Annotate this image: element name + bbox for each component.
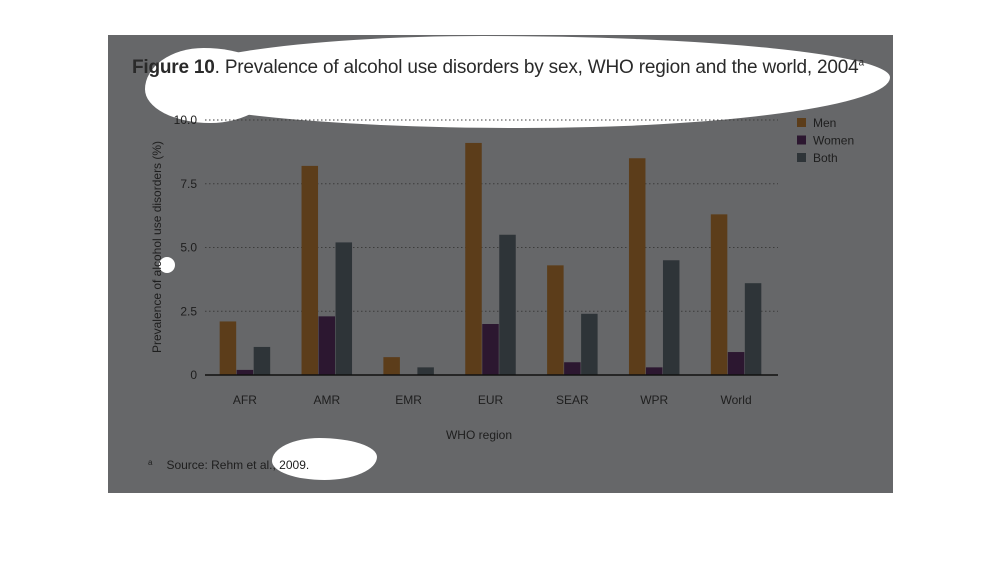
bar-women-eur <box>482 324 499 375</box>
bar-women-sear <box>564 362 581 375</box>
bars <box>219 142 762 375</box>
gridlines <box>205 119 778 312</box>
y-tick-label: 7.5 <box>180 177 197 191</box>
x-tick-label: SEAR <box>556 393 589 407</box>
bar-both-sear <box>581 313 598 375</box>
y-axis-label: Prevalence of alcohol use disorders (%) <box>150 141 164 353</box>
y-tick-labels: 0 2.5 5.0 7.5 10.0 <box>174 113 198 382</box>
x-tick-label: EMR <box>395 393 422 407</box>
x-tick-label: AFR <box>233 393 257 407</box>
bar-both-eur <box>499 234 516 375</box>
bar-both-amr <box>335 242 353 375</box>
footnote-mark: a <box>148 458 153 467</box>
x-tick-labels: AFR AMR EMR EUR SEAR WPR World <box>233 393 752 407</box>
legend-swatch-men <box>797 118 806 127</box>
figure-caption: . Prevalence of alcohol use disorders by… <box>214 57 859 78</box>
bar-men-emr <box>383 357 400 375</box>
x-tick-label: AMR <box>313 393 340 407</box>
y-tick-label: 10.0 <box>174 113 198 127</box>
figure-title: Figure 10. Prevalence of alcohol use dis… <box>132 57 864 79</box>
x-tick-label: World <box>721 393 752 407</box>
figure-label: Figure 10 <box>132 57 215 78</box>
white-blob-top-left <box>145 48 275 123</box>
bar-both-emr <box>417 367 434 375</box>
bar-men-sear <box>547 265 564 375</box>
white-blob-bottom <box>272 438 377 480</box>
legend-label-women: Women <box>813 134 854 148</box>
bar-men-afr <box>219 321 237 375</box>
bar-men-wpr <box>628 158 646 375</box>
bar-men-world <box>710 214 728 375</box>
bar-both-wpr <box>662 260 680 375</box>
y-tick-label: 0 <box>190 368 197 382</box>
bar-women-world <box>727 352 745 375</box>
x-axis-label: WHO region <box>446 428 512 442</box>
figure-superscript: a <box>858 57 865 69</box>
y-tick-label: 2.5 <box>180 304 197 318</box>
legend-label-both: Both <box>813 151 838 165</box>
bar-women-afr <box>236 369 254 375</box>
bar-men-amr <box>301 165 319 375</box>
footnote-text: Source: Rehm et al., 2009. <box>166 458 310 472</box>
bar-both-afr <box>253 346 271 375</box>
bar-both-world <box>744 283 762 375</box>
x-tick-label: EUR <box>478 393 504 407</box>
bar-men-eur <box>465 142 482 375</box>
white-blob-small <box>159 257 175 273</box>
x-tick-label: WPR <box>640 393 668 407</box>
footnote: a Source: Rehm et al., 2009. <box>148 458 309 472</box>
y-tick-label: 5.0 <box>180 241 197 255</box>
legend-swatch-both <box>797 153 806 162</box>
bar-women-wpr <box>645 367 663 375</box>
legend: Men Women Both <box>797 116 854 165</box>
legend-label-men: Men <box>813 116 836 130</box>
legend-swatch-women <box>797 135 806 145</box>
bar-women-amr <box>318 316 336 375</box>
